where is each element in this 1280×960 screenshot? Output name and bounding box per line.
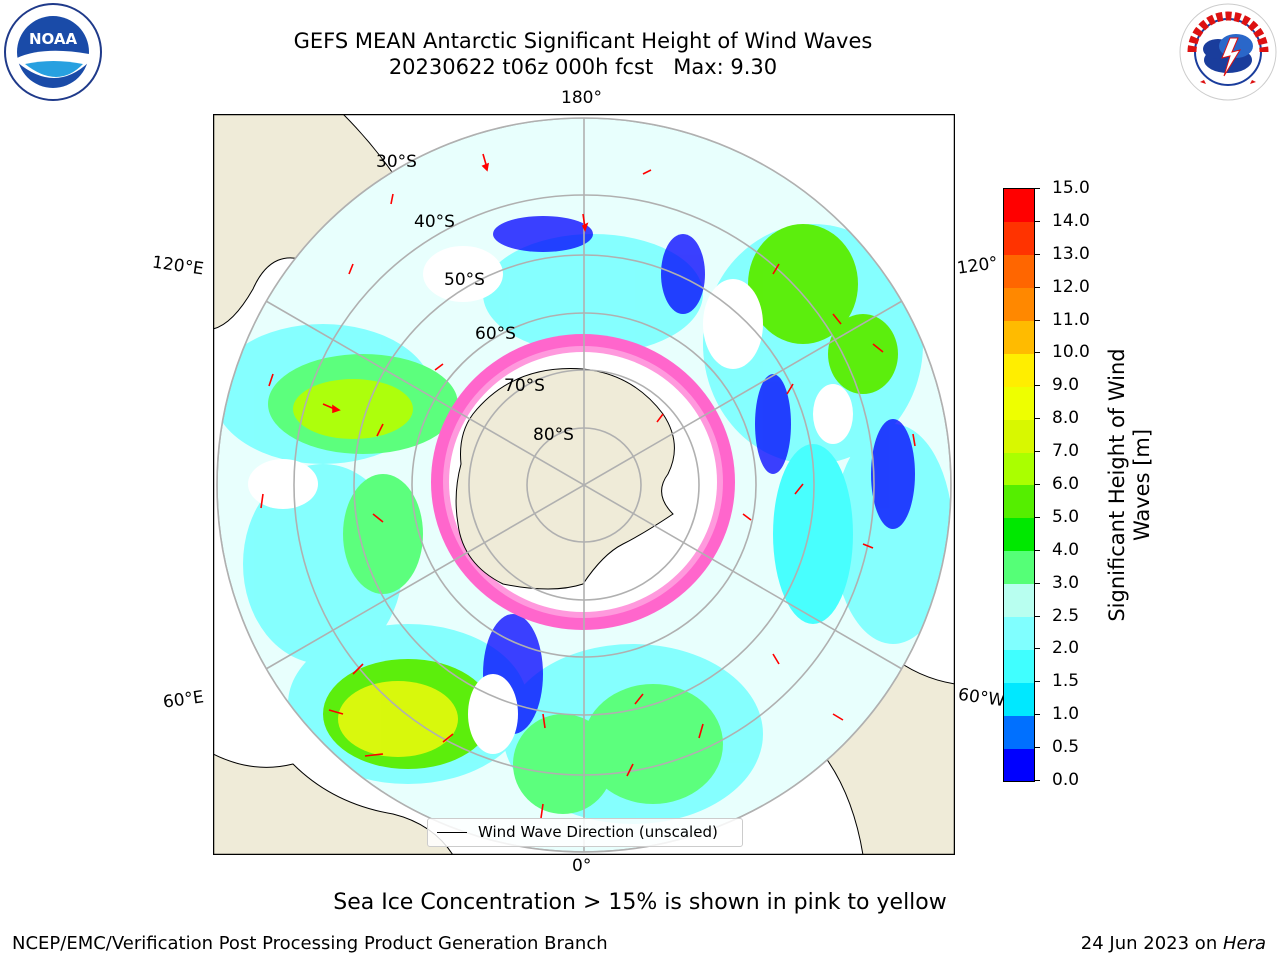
nws-logo bbox=[1179, 3, 1277, 101]
colorbar-tick-label: 3.0 bbox=[1052, 572, 1080, 593]
colorbar-segment bbox=[1004, 550, 1034, 585]
colorbar-tick-label: 1.5 bbox=[1052, 671, 1080, 692]
colorbar-segment bbox=[1004, 715, 1034, 749]
colorbar-tick bbox=[1034, 385, 1040, 387]
colorbar-segment bbox=[1004, 485, 1034, 519]
colorbar-tick bbox=[1034, 615, 1040, 617]
colorbar-tick bbox=[1034, 681, 1040, 683]
lon-label-60w: 60°W bbox=[956, 684, 1007, 712]
lat-label-70s: 70°S bbox=[504, 376, 545, 396]
chart-subtitle: 20230622 t06z 000h fcst Max: 9.30 bbox=[388, 55, 778, 79]
colorbar-tick bbox=[1034, 582, 1040, 584]
colorbar-tick bbox=[1034, 484, 1040, 485]
colorbar-segment bbox=[1004, 320, 1034, 354]
legend-label: Wind Wave Direction (unscaled) bbox=[478, 823, 718, 841]
colorbar-segment bbox=[1004, 189, 1034, 223]
chart-title: GEFS MEAN Antarctic Significant Height o… bbox=[293, 29, 873, 53]
colorbar-tick-label: 10.0 bbox=[1052, 342, 1090, 363]
colorbar-tick-label: 13.0 bbox=[1052, 243, 1090, 264]
colorbar-segment bbox=[1004, 748, 1034, 782]
colorbar-tick-label: 12.0 bbox=[1052, 276, 1090, 297]
colorbar-tick bbox=[1034, 780, 1040, 781]
colorbar-tick-label: 0.0 bbox=[1052, 770, 1080, 790]
footer-host: Hera bbox=[1222, 933, 1266, 954]
colorbar-tick-label: 6.0 bbox=[1052, 474, 1080, 494]
lon-label-120w: 120° bbox=[955, 253, 1000, 279]
colorbar-segment bbox=[1004, 419, 1034, 453]
colorbar-segment bbox=[1004, 517, 1034, 552]
colorbar-tick bbox=[1034, 714, 1040, 716]
colorbar-tick bbox=[1034, 516, 1040, 518]
colorbar-tick-label: 0.5 bbox=[1052, 737, 1080, 758]
colorbar-segment bbox=[1004, 254, 1034, 289]
wind-arrows bbox=[260, 153, 916, 819]
lat-label-80s: 80°S bbox=[533, 425, 574, 445]
caption: Sea Ice Concentration > 15% is shown in … bbox=[333, 890, 947, 915]
colorbar-tick-label: 15.0 bbox=[1052, 178, 1090, 198]
colorbar bbox=[1003, 188, 1035, 782]
colorbar-tick bbox=[1034, 549, 1040, 551]
colorbar-tick-label: 4.0 bbox=[1052, 539, 1080, 560]
polar-map[interactable] bbox=[213, 114, 955, 855]
lat-label-30s: 30°S bbox=[376, 152, 417, 172]
colorbar-tick bbox=[1034, 188, 1040, 189]
footer-credit: NCEP/EMC/Verification Post Processing Pr… bbox=[12, 933, 608, 954]
colorbar-segment bbox=[1004, 583, 1034, 618]
colorbar-title: Significant Height of Wind Waves [m] bbox=[1105, 348, 1154, 622]
colorbar-tick-label: 11.0 bbox=[1052, 309, 1090, 330]
map-legend: Wind Wave Direction (unscaled) bbox=[427, 818, 743, 847]
colorbar-tick bbox=[1034, 418, 1040, 420]
colorbar-tick bbox=[1034, 747, 1040, 749]
lon-label-180: 180° bbox=[561, 88, 602, 108]
colorbar-segment bbox=[1004, 221, 1034, 256]
colorbar-segment bbox=[1004, 649, 1034, 683]
lat-label-50s: 50°S bbox=[444, 270, 485, 290]
colorbar-segment bbox=[1004, 452, 1034, 486]
colorbar-tick bbox=[1034, 319, 1040, 321]
footer-date: 24 Jun 2023 on Hera bbox=[1081, 933, 1266, 954]
colorbar-tick bbox=[1034, 220, 1040, 222]
colorbar-tick bbox=[1034, 352, 1040, 354]
colorbar-tick-label: 8.0 bbox=[1052, 408, 1080, 429]
colorbar-tick-label: 9.0 bbox=[1052, 375, 1080, 396]
lon-label-60e: 60°E bbox=[161, 687, 206, 713]
noaa-logo: NOAA bbox=[4, 3, 102, 101]
noaa-logo-text: NOAA bbox=[29, 30, 78, 48]
lon-label-0: 0° bbox=[572, 856, 592, 876]
colorbar-tick-label: 2.5 bbox=[1052, 605, 1080, 626]
colorbar-segment bbox=[1004, 287, 1034, 322]
colorbar-segment bbox=[1004, 353, 1034, 387]
lat-label-60s: 60°S bbox=[475, 324, 516, 344]
colorbar-tick bbox=[1034, 286, 1040, 288]
colorbar-tick-label: 5.0 bbox=[1052, 506, 1080, 527]
legend-line-swatch bbox=[437, 832, 467, 833]
colorbar-segment bbox=[1004, 616, 1034, 650]
colorbar-tick-label: 14.0 bbox=[1052, 210, 1090, 231]
colorbar-tick bbox=[1034, 648, 1040, 650]
colorbar-tick-label: 7.0 bbox=[1052, 441, 1080, 462]
footer-date-text: 24 Jun 2023 on bbox=[1080, 933, 1223, 954]
colorbar-tick-label: 2.0 bbox=[1052, 638, 1080, 659]
lat-label-40s: 40°S bbox=[414, 212, 455, 232]
colorbar-segment bbox=[1004, 386, 1034, 420]
lon-label-120e: 120°E bbox=[150, 252, 205, 280]
colorbar-tick bbox=[1034, 451, 1040, 453]
colorbar-tick bbox=[1034, 253, 1040, 255]
colorbar-tick-label: 1.0 bbox=[1052, 704, 1080, 725]
colorbar-segment bbox=[1004, 682, 1034, 716]
